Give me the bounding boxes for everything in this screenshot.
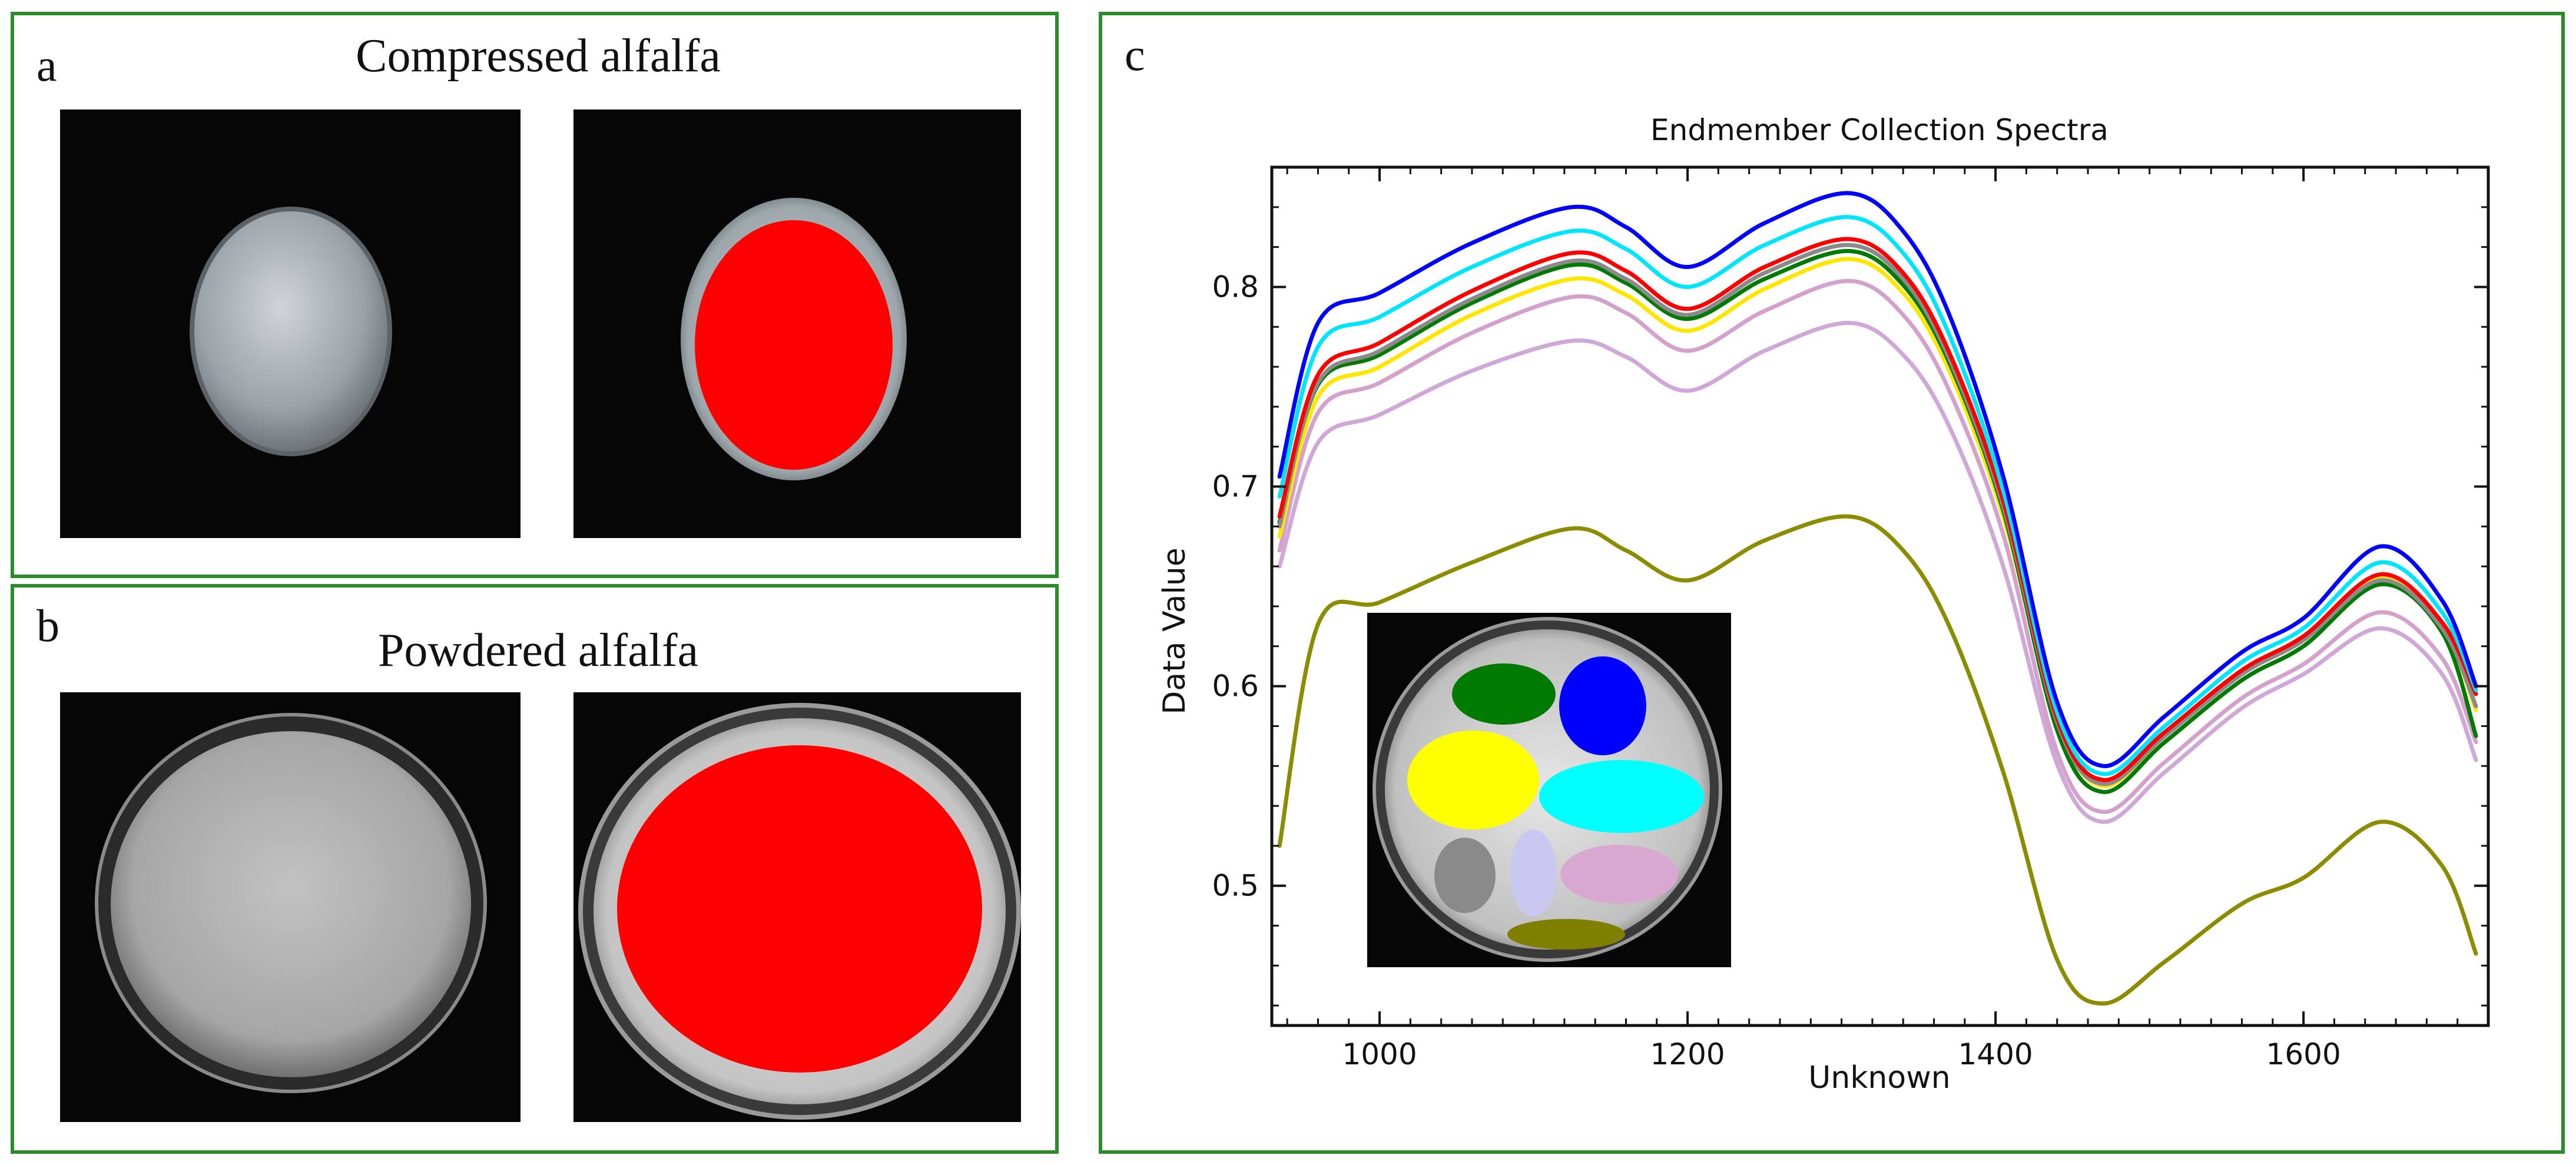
powdered-alfalfa-roi-photo xyxy=(573,692,1021,1122)
roi-cyan xyxy=(1539,760,1704,833)
series-line-blue xyxy=(1277,191,2478,768)
panel-c: c Endmember Collection Spectra Unknown D… xyxy=(1099,12,2565,1154)
plot-frame xyxy=(1270,165,2490,1027)
roi-blue xyxy=(1559,656,1646,755)
series-line-gray xyxy=(1277,243,2478,786)
roi-yellow xyxy=(1407,731,1539,829)
y-tick-label: 0.6 xyxy=(1212,669,1259,703)
series-line-red xyxy=(1277,237,2478,782)
series-line-lavender xyxy=(1277,320,2478,824)
inset-image xyxy=(1367,613,1731,967)
chart-title: Endmember Collection Spectra xyxy=(1650,113,2108,147)
compressed-alfalfa-roi-photo xyxy=(573,109,1021,538)
roi-lavender xyxy=(1510,829,1557,917)
x-tick-label: 1600 xyxy=(2266,1037,2341,1071)
panel-c-letter: c xyxy=(1125,29,1145,80)
roi-red-ellipse-b xyxy=(617,745,982,1073)
y-tick-label: 0.7 xyxy=(1212,470,1259,504)
spectra-chart: Endmember Collection Spectra Unknown Dat… xyxy=(1157,113,2490,1096)
roi-olive xyxy=(1507,919,1625,950)
y-tick-label: 0.5 xyxy=(1212,869,1259,903)
panel-a-letter: a xyxy=(37,39,57,91)
x-tick-label: 1200 xyxy=(1650,1037,1725,1071)
roi-pink xyxy=(1560,845,1678,904)
series-line-olive xyxy=(1277,514,2478,1006)
panel-b-title: Powdered alfalfa xyxy=(377,625,699,676)
panel-b: b Powdered alfalfa xyxy=(11,584,1059,1154)
x-tick-label: 1000 xyxy=(1342,1037,1417,1071)
series-line-pink xyxy=(1277,278,2478,814)
roi-gray xyxy=(1434,838,1496,913)
y-tick-label: 0.8 xyxy=(1212,270,1259,304)
panel-a: a Compressed alfalfa xyxy=(11,12,1059,578)
roi-red-ellipse-a xyxy=(695,220,893,470)
series-line-cyan xyxy=(1277,215,2478,776)
panel-b-letter: b xyxy=(37,600,59,651)
powdered-alfalfa-photo xyxy=(60,692,520,1122)
panel-a-title: Compressed alfalfa xyxy=(356,30,721,82)
compressed-alfalfa-photo xyxy=(60,109,520,538)
y-axis-label: Data Value xyxy=(1157,547,1192,715)
roi-green xyxy=(1452,663,1556,725)
x-axis-label: Unknown xyxy=(1808,1060,1950,1096)
x-tick-label: 1400 xyxy=(1958,1037,2033,1071)
